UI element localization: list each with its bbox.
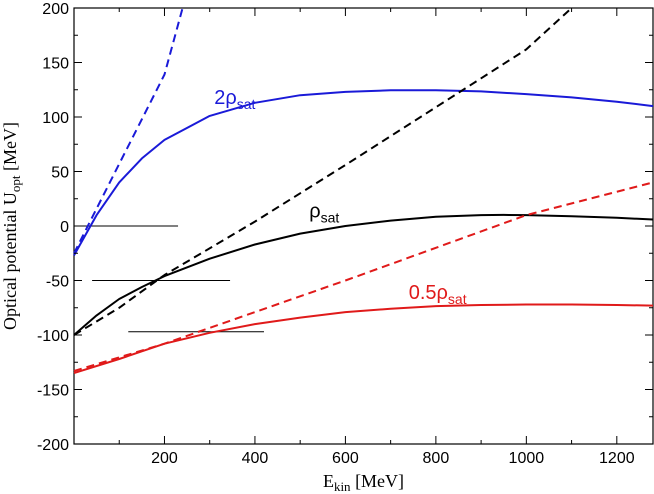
series-line-rho [73, 213, 654, 336]
y-tick-label: 50 [51, 165, 69, 182]
x-axis-title: Ekin [MeV] [323, 471, 404, 494]
series-label-main: 0.5ρ [409, 282, 448, 304]
series-label-sub: sat [237, 96, 256, 112]
y-tick-label: -200 [37, 437, 69, 454]
reference-lines [74, 225, 264, 333]
series-line-rho05 [73, 303, 654, 375]
series-line-rho-dashed [73, 7, 573, 336]
series-label-sub: sat [321, 209, 340, 225]
series-line-rho2-dashed [73, 7, 184, 254]
y-tick-label: 100 [42, 110, 69, 127]
x-axis-title-sub: kin [334, 479, 351, 494]
y-axis-title: Optical potential Uopt [MeV] [0, 122, 23, 330]
x-tick-label: 200 [151, 450, 178, 467]
series-label-main: ρ [309, 200, 320, 222]
series-label-rho: ρsat [309, 200, 339, 225]
series-label-sub: sat [448, 291, 467, 307]
y-tick-label: -50 [46, 274, 69, 291]
x-axis-title-main: E [323, 471, 334, 491]
y-axis-title-main: Optical potential U [0, 192, 20, 330]
y-tick-label: -100 [37, 328, 69, 345]
series-line-rho05-dashed [73, 181, 654, 372]
y-axis-title-unit: [MeV] [0, 122, 20, 175]
tick-labels: 200 400 600 800 1000 1200 -200 -150 -100 -50 0 50 10… [37, 1, 635, 467]
series-label-rho05: 0.5ρsat [409, 282, 467, 307]
x-tick-label: 600 [332, 450, 359, 467]
y-tick-label: 0 [60, 219, 69, 236]
x-tick-label: 800 [423, 450, 450, 467]
x-axis-title-unit: [MeV] [351, 471, 404, 491]
y-axis-title-sub: opt [8, 175, 23, 192]
series-group [73, 7, 654, 375]
series-label-main: 2ρ [214, 87, 237, 109]
y-tick-label: 200 [42, 1, 69, 18]
y-tick-label: 150 [42, 56, 69, 73]
y-tick-label: -150 [37, 383, 69, 400]
series-label-rho2: 2ρsat [214, 87, 255, 112]
x-tick-label: 1200 [599, 450, 635, 467]
x-tick-label: 400 [242, 450, 269, 467]
series-line-rho2 [73, 89, 654, 256]
ticks-group [74, 7, 653, 445]
x-tick-label: 1000 [509, 450, 545, 467]
